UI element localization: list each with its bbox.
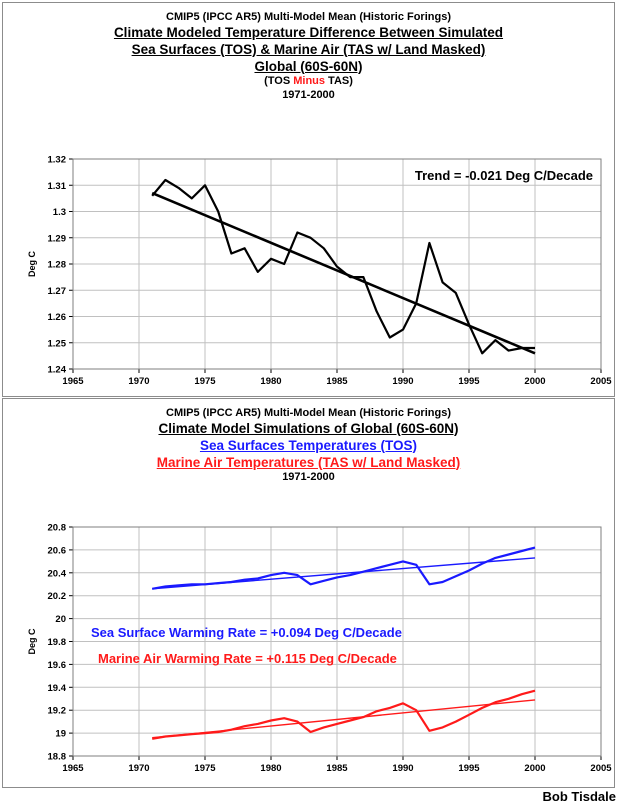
series-title-tas: Marine Air Temperatures (TAS w/ Land Mas… (156, 454, 461, 470)
y-axis-label: Deg C (27, 251, 37, 278)
plot-frame (72, 158, 602, 370)
x-tick-label: 1990 (392, 376, 413, 387)
y-tick-label: 1.28 (48, 260, 67, 271)
chart-title-block-bottom: CMIP5 (IPCC AR5) Multi-Model Mean (Histo… (3, 407, 614, 485)
y-tick-label: 1.3 (53, 207, 66, 218)
x-tick-label: 1980 (260, 763, 281, 774)
x-tick-label: 1985 (326, 763, 348, 774)
x-tick-label: 1990 (392, 763, 413, 774)
subtitle-part-3: TAS) (325, 75, 353, 88)
x-tick-label: 2000 (524, 763, 545, 774)
chart-period: 1971-2000 (282, 471, 335, 484)
chart-title-line-1: CMIP5 (IPCC AR5) Multi-Model Mean (Histo… (166, 407, 451, 419)
chart-title-line-1: CMIP5 (IPCC AR5) Multi-Model Mean (Histo… (166, 11, 451, 23)
y-tick-label: 19.4 (48, 683, 67, 694)
chart-panel-bottom: CMIP5 (IPCC AR5) Multi-Model Mean (Histo… (2, 398, 615, 788)
chart-title-line-2: Climate Modeled Temperature Difference B… (113, 24, 504, 40)
x-tick-label: 2000 (524, 376, 545, 387)
y-tick-label: 20.6 (48, 545, 67, 556)
y-tick-label: 1.27 (48, 286, 67, 297)
x-tick-label: 2005 (590, 763, 612, 774)
tas-rate-annotation: Marine Air Warming Rate = +0.115 Deg C/D… (98, 651, 397, 666)
series-line (152, 546, 536, 590)
chart-panel-top: CMIP5 (IPCC AR5) Multi-Model Mean (Histo… (2, 2, 615, 397)
x-tick-label: 2005 (590, 376, 612, 387)
x-tick-label: 1965 (62, 376, 84, 387)
y-tick-label: 19.8 (48, 637, 67, 648)
y-tick-label: 20 (55, 614, 66, 625)
y-tick-label: 18.8 (48, 752, 67, 763)
y-tick-label: 1.26 (48, 312, 67, 323)
x-tick-label: 1970 (128, 376, 149, 387)
y-tick-label: 1.24 (48, 365, 67, 376)
series-line (151, 178, 535, 355)
y-tick-label: 1.25 (48, 338, 67, 349)
x-tick-label: 1975 (194, 376, 216, 387)
x-tick-label: 1995 (458, 763, 480, 774)
y-axis-label: Deg C (27, 628, 37, 655)
chart-period: 1971-2000 (282, 89, 335, 102)
x-tick-label: 1980 (260, 376, 281, 387)
y-tick-label: 20.4 (48, 568, 67, 579)
trendline (152, 699, 536, 739)
trendline (152, 557, 536, 590)
chart-title-line-3: Sea Surfaces (TOS) & Marine Air (TAS w/ … (131, 41, 486, 57)
x-tick-label: 1995 (458, 376, 480, 387)
chart-title-line-2: Climate Model Simulations of Global (60S… (158, 420, 459, 436)
chart-title-block-top: CMIP5 (IPCC AR5) Multi-Model Mean (Histo… (3, 11, 614, 103)
plot-frame (72, 526, 602, 757)
x-tick-label: 1975 (194, 763, 216, 774)
y-tick-label: 1.31 (48, 181, 67, 192)
tos-rate-annotation: Sea Surface Warming Rate = +0.094 Deg C/… (91, 625, 402, 640)
y-tick-label: 20.8 (48, 523, 67, 534)
x-tick-label: 1985 (326, 376, 348, 387)
y-tick-label: 19 (55, 729, 66, 740)
y-tick-label: 19.6 (48, 660, 67, 671)
subtitle-part-minus: Minus (293, 75, 325, 88)
subtitle-part-1: (TOS (264, 75, 294, 88)
x-tick-label: 1970 (128, 763, 149, 774)
y-tick-label: 20.2 (48, 591, 67, 602)
x-tick-label: 1965 (62, 763, 84, 774)
y-tick-label: 1.32 (48, 155, 67, 166)
series-line (152, 689, 536, 740)
trend-annotation: Trend = -0.021 Deg C/Decade (415, 168, 593, 183)
trendline (151, 191, 536, 355)
chart-subtitle: (TOS Minus TAS) (3, 75, 614, 89)
plot-area-bottom: 18.8 19 19.2 19.4 19.6 19.8 20 20.2 20.4 20.6 20.8… (27, 523, 612, 775)
plot-area-top: 1.24 1.25 1.26 1.27 1.28 1.29 1.3 1.31 1.32 1965 1… (27, 155, 612, 388)
y-tick-label: 1.29 (48, 233, 67, 244)
y-tick-label: 19.2 (48, 706, 67, 717)
chart-title-line-4: Global (60S-60N) (254, 58, 363, 74)
series-title-tos: Sea Surfaces Temperatures (TOS) (199, 437, 418, 453)
author-credit: Bob Tisdale (542, 789, 616, 804)
